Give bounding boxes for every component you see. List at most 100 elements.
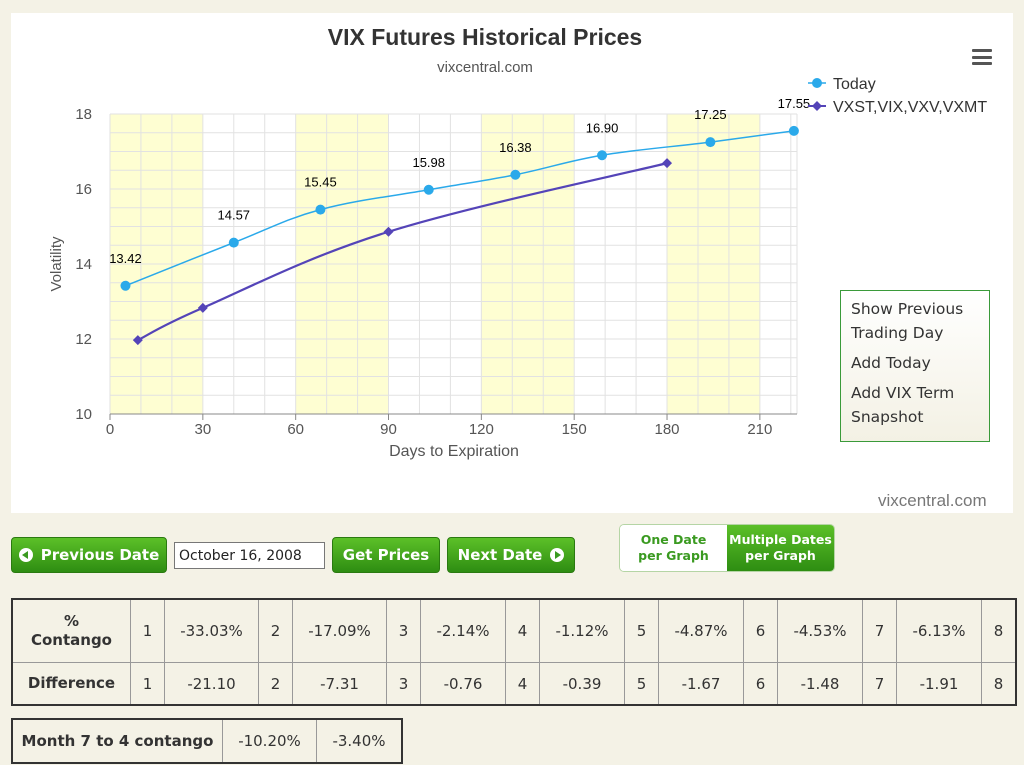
month-cell: 3 [386,662,421,705]
chart-context-menu: Show Previous Trading Day Add Today Add … [840,290,990,442]
multiple-dates-per-graph-option[interactable]: Multiple Dates per Graph [727,525,834,571]
menu-item-add-vix-term[interactable]: Add VIX Term Snapshot [851,384,955,426]
data-point[interactable] [423,184,434,195]
multiple-dates-line1: Multiple Dates [729,532,832,547]
difference-cell: -0.76 [420,662,506,705]
month-cell: 2 [258,662,293,705]
multiple-dates-line2: per Graph [745,548,816,563]
month-cell: 2 [258,599,293,663]
data-label: 15.98 [412,155,445,170]
x-tick-label: 210 [747,421,772,438]
month-cell: 4 [505,599,540,663]
data-point[interactable] [315,204,326,215]
month-cell: 4 [505,662,540,705]
month-cell: 1 [130,599,165,663]
previous-date-button[interactable]: Previous Date [11,537,167,573]
date-input[interactable] [174,542,325,569]
data-point[interactable] [383,226,394,237]
one-date-line1: One Date [640,532,707,547]
series-line-vix [137,162,668,342]
data-point[interactable] [510,169,521,180]
arrow-right-icon [550,548,565,562]
month-7-to-4-label: Month 7 to 4 contango [12,719,223,763]
arrow-left-icon [18,548,33,562]
data-label: 16.38 [499,140,532,155]
hamburger-menu-icon[interactable] [972,49,992,65]
data-point[interactable] [597,150,608,161]
contango-cell: -6.13% [896,599,982,663]
month-7-to-4-value: -10.20% [222,719,317,763]
difference-cell: -1.67 [658,662,744,705]
contango-cell: -1.12% [539,599,625,663]
data-point[interactable] [197,302,208,313]
month-cell: 6 [743,662,778,705]
series-line-today [125,130,795,287]
menu-item-add-today[interactable]: Add Today [851,354,931,372]
data-label: 13.42 [109,251,142,266]
legend[interactable]: Today VXST,VIX,VXV,VXMT [808,76,987,116]
data-label: 17.25 [694,107,727,122]
data-label: 16.90 [586,120,619,135]
x-tick-label: 30 [194,421,211,438]
menu-item-show-previous[interactable]: Show Previous Trading Day [851,300,964,342]
data-point[interactable] [132,335,143,346]
x-tick-label: 180 [655,421,680,438]
legend-label-today[interactable]: Today [833,76,876,93]
month-cell: 5 [624,662,659,705]
next-date-button[interactable]: Next Date [447,537,575,573]
contango-label-line2: Contango [30,631,112,649]
month-cell: 5 [624,599,659,663]
legend-marker-vix [812,101,822,111]
contango-row-label: % Contango [12,599,131,663]
watermark: vixcentral.com [878,491,987,510]
x-tick-label: 0 [106,421,114,438]
data-label: 14.57 [218,208,251,223]
month-7-to-4-value: -3.40% [316,719,402,763]
data-point[interactable] [120,280,131,291]
one-date-line2: per Graph [638,548,709,563]
x-tick-label: 90 [380,421,397,438]
next-date-label: Next Date [457,546,543,564]
data-point[interactable] [662,158,673,169]
y-tick-label: 12 [75,331,92,348]
x-tick-label: 120 [469,421,494,438]
month-cell: 8 [981,662,1016,705]
get-prices-label: Get Prices [342,546,430,564]
data-label: 15.45 [304,175,337,190]
difference-cell: -1.48 [777,662,863,705]
contango-cell: -17.09% [292,599,387,663]
contango-label-line1: % [63,612,80,630]
chart-panel: 0 30 60 90 120 150 180 210 10 12 14 16 18 13.42 14.57… [11,13,1013,513]
get-prices-button[interactable]: Get Prices [332,537,440,573]
data-point[interactable] [788,125,799,136]
month-7-to-4-row: Month 7 to 4 contango -10.20% -3.40% [12,719,402,763]
x-tick-label: 60 [287,421,304,438]
difference-cell: -0.39 [539,662,625,705]
y-tick-label: 16 [75,181,92,198]
difference-cell: -7.31 [292,662,387,705]
month-cell: 7 [862,599,897,663]
contango-cell: -4.87% [658,599,744,663]
one-date-per-graph-option[interactable]: One Date per Graph [620,525,727,571]
difference-cell: -1.91 [896,662,982,705]
contango-row: % Contango 1 -33.03% 2 -17.09% 3 -2.14% 4… [12,599,1016,663]
y-axis-title: Volatility [48,236,65,292]
contango-cell: -33.03% [164,599,259,663]
month-cell: 7 [862,662,897,705]
month-cell: 6 [743,599,778,663]
y-tick-label: 18 [75,106,92,123]
contango-cell: -2.14% [420,599,506,663]
contango-table: % Contango 1 -33.03% 2 -17.09% 3 -2.14% 4… [11,598,1017,706]
x-axis-title: Days to Expiration [389,443,519,460]
data-point[interactable] [228,237,239,248]
chart-title: VIX Futures Historical Prices [328,24,642,50]
legend-label-vix[interactable]: VXST,VIX,VXV,VXMT [833,99,987,116]
graph-mode-toggle: One Date per Graph Multiple Dates per Grap… [619,524,835,572]
difference-row: Difference 1 -21.10 2 -7.31 3 -0.76 4 -0… [12,662,1016,705]
difference-cell: -21.10 [164,662,259,705]
month-cell: 1 [130,662,165,705]
data-point[interactable] [705,137,716,148]
contango-cell: -4.53% [777,599,863,663]
chart-svg: 0 30 60 90 120 150 180 210 10 12 14 16 18 13.42 14.57… [48,24,987,460]
month-7-to-4-table: Month 7 to 4 contango -10.20% -3.40% [11,718,403,764]
